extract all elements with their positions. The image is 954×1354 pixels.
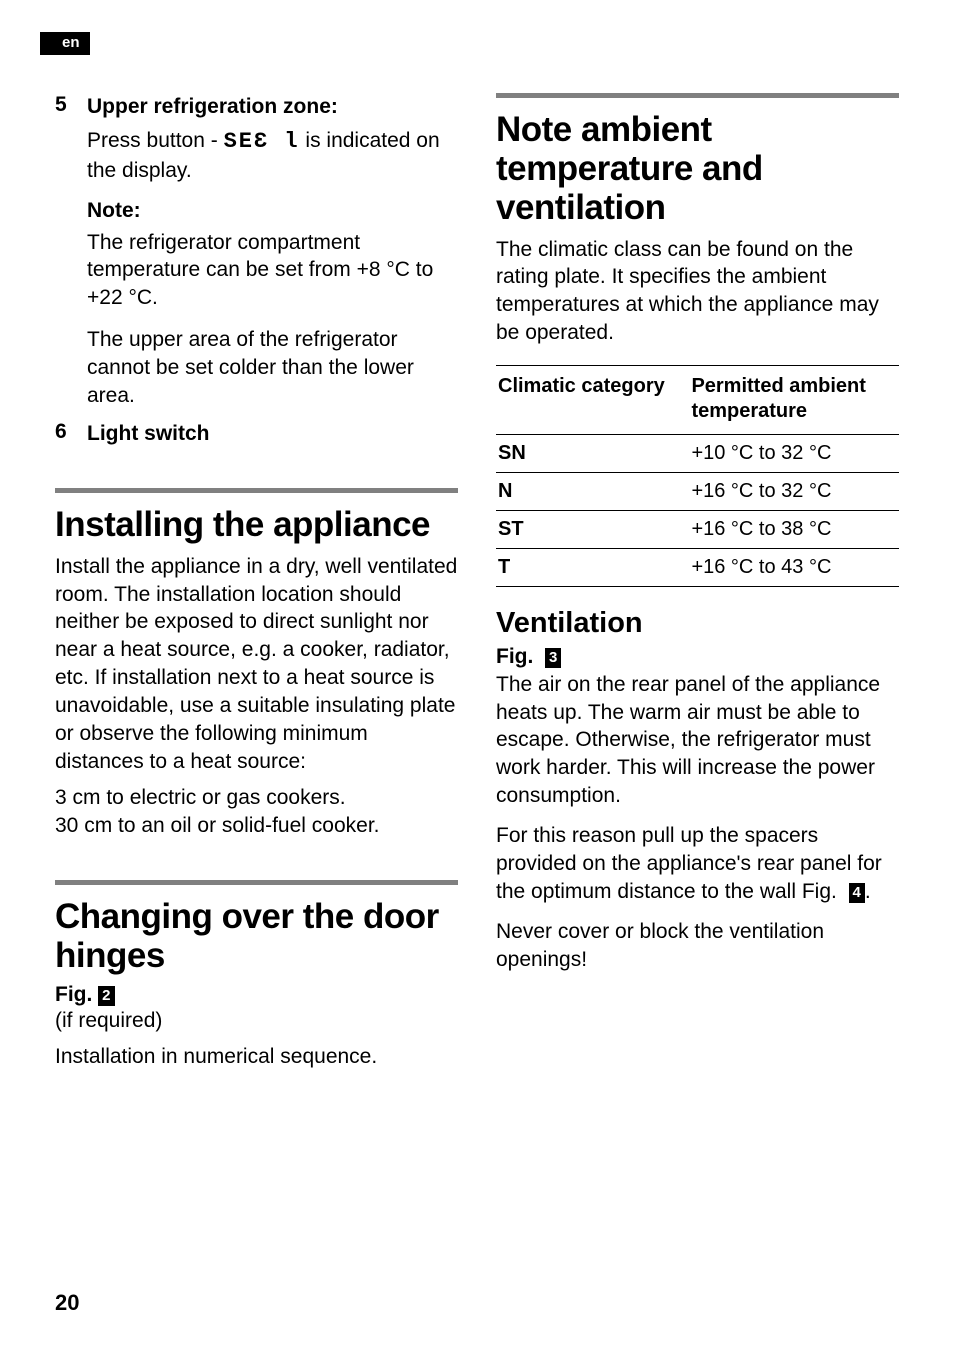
note-paragraph: The upper area of the refrigerator canno… [87, 326, 458, 410]
right-column: Note ambient temperature and ventilation… [496, 93, 899, 1071]
item-body: Light switch [87, 420, 458, 448]
subsection-heading-ventilation: Ventilation [496, 607, 899, 640]
section-paragraph: The air on the rear panel of the applian… [496, 671, 899, 811]
fig-label: Fig. [802, 880, 837, 903]
table-cell: ST [496, 511, 689, 549]
item-number: 5 [55, 93, 73, 410]
seven-segment-glyph: SEƐ l [224, 129, 300, 154]
table-header-row: Climatic category Permitted ambient temp… [496, 366, 899, 435]
fig-number-box: 2 [98, 986, 114, 1006]
table-cell: SN [496, 435, 689, 473]
table-header-cell: Climatic category [496, 366, 689, 435]
list-item-5: 5 Upper refrigeration zone: Press button… [55, 93, 458, 410]
table-row: SN +10 °C to 32 °C [496, 435, 899, 473]
left-column: 5 Upper refrigeration zone: Press button… [55, 93, 458, 1071]
item-number: 6 [55, 420, 73, 448]
fig-number-box: 3 [545, 648, 561, 668]
list-item-6: 6 Light switch [55, 420, 458, 448]
figure-reference: Fig. 3 [496, 645, 899, 669]
table-cell: N [496, 473, 689, 511]
section-paragraph: Install the appliance in a dry, well ven… [55, 553, 458, 776]
section-paragraph: Installation in numerical sequence. [55, 1043, 458, 1071]
table-cell: +16 °C to 43 °C [689, 549, 899, 587]
table-cell: T [496, 549, 689, 587]
item-body: Upper refrigeration zone: Press button -… [87, 93, 458, 410]
table-cell: +10 °C to 32 °C [689, 435, 899, 473]
section-rule [496, 93, 899, 98]
content-columns: 5 Upper refrigeration zone: Press button… [55, 93, 899, 1071]
table-header-cell: Permitted ambient temperature [689, 366, 899, 435]
language-tag: en [40, 32, 90, 55]
note-label: Note: [87, 199, 458, 223]
fig-number-box: 4 [849, 883, 865, 903]
section-rule [55, 488, 458, 493]
item-title: Upper refrigeration zone: [87, 93, 458, 121]
section-heading-ambient: Note ambient temperature and ventilation [496, 110, 899, 228]
text-line: 3 cm to electric or gas cookers. [55, 786, 346, 809]
text-line: 30 cm to an oil or solid-fuel cooker. [55, 814, 380, 837]
text-fragment: . [865, 880, 871, 903]
item-paragraph: Press button - SEƐ l is indicated on the… [87, 127, 458, 184]
fig-label: Fig. [496, 645, 533, 668]
note-paragraph: The refrigerator compartment temperature… [87, 229, 458, 313]
text-fragment: Press button - [87, 129, 224, 152]
section-paragraph: Never cover or block the ventilation ope… [496, 918, 899, 974]
section-paragraph: The climatic class can be found on the r… [496, 236, 899, 348]
table-row: T +16 °C to 43 °C [496, 549, 899, 587]
figure-subtext: (if required) [55, 1007, 458, 1035]
figure-reference: Fig. 2 [55, 983, 458, 1007]
fig-label: Fig. [55, 983, 92, 1006]
climatic-table: Climatic category Permitted ambient temp… [496, 365, 899, 587]
section-paragraph: For this reason pull up the spacers prov… [496, 822, 899, 906]
table-cell: +16 °C to 32 °C [689, 473, 899, 511]
section-heading-hinges: Changing over the door hinges [55, 897, 458, 975]
table-cell: +16 °C to 38 °C [689, 511, 899, 549]
section-paragraph: 3 cm to electric or gas cookers. 30 cm t… [55, 784, 458, 840]
item-title: Light switch [87, 420, 458, 448]
table-row: ST +16 °C to 38 °C [496, 511, 899, 549]
section-rule [55, 880, 458, 885]
page-number: 20 [55, 1290, 79, 1316]
table-row: N +16 °C to 32 °C [496, 473, 899, 511]
section-heading-installing: Installing the appliance [55, 505, 458, 544]
